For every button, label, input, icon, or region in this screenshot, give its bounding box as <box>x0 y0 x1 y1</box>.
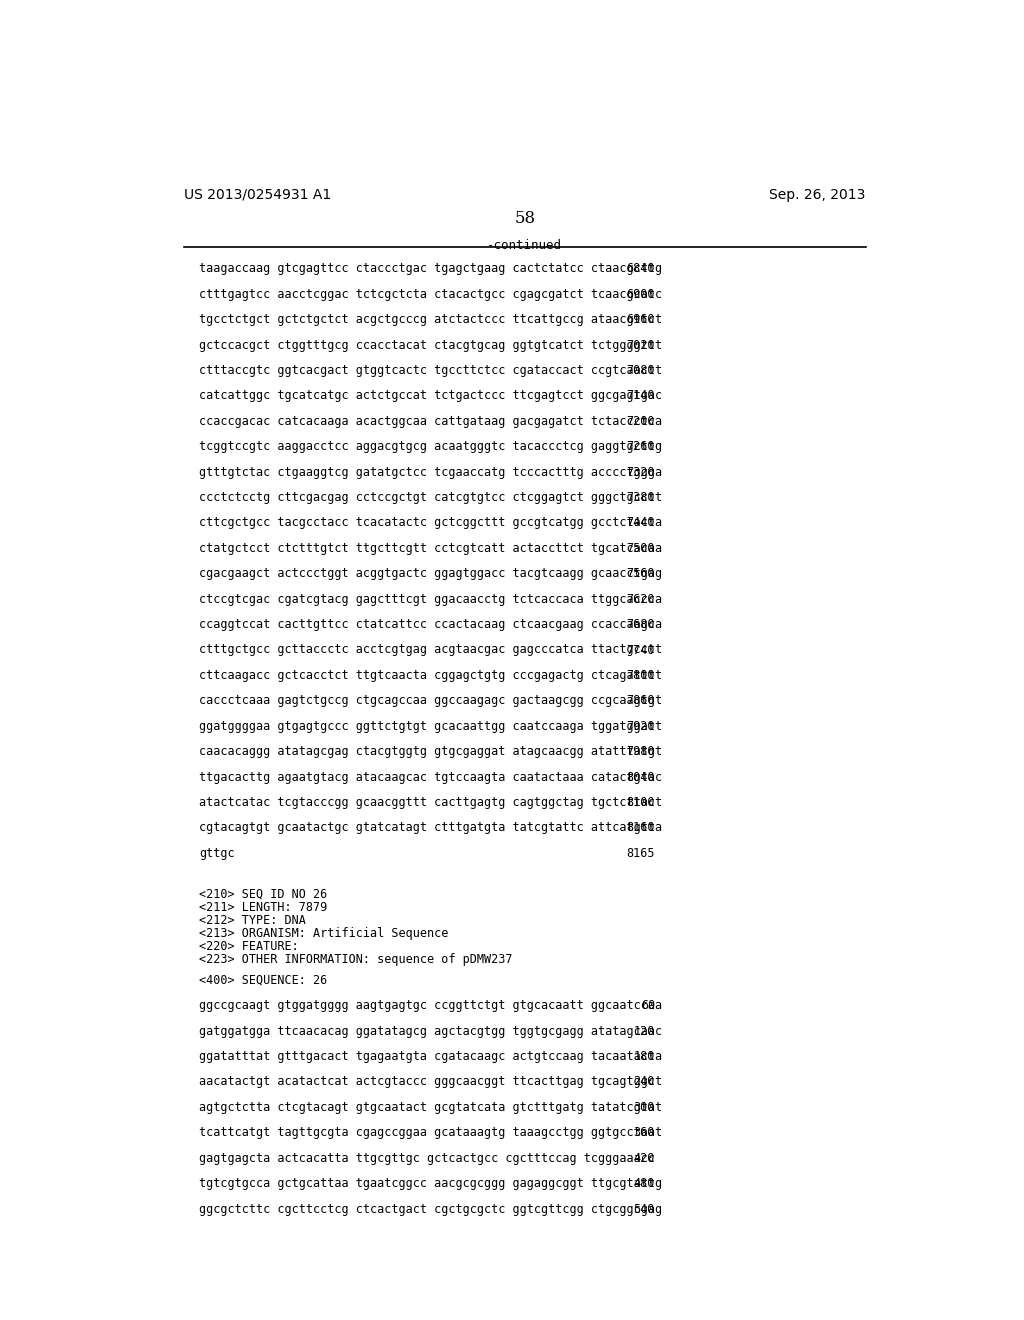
Text: 120: 120 <box>634 1024 655 1038</box>
Text: 7860: 7860 <box>627 694 655 708</box>
Text: ctccgtcgac cgatcgtacg gagctttcgt ggacaacctg tctcaccaca ttggcaccca: ctccgtcgac cgatcgtacg gagctttcgt ggacaac… <box>200 593 663 606</box>
Text: 7200: 7200 <box>627 414 655 428</box>
Text: 7440: 7440 <box>627 516 655 529</box>
Text: ccctctcctg cttcgacgag cctccgctgt catcgtgtcc ctcggagtct gggctgcctt: ccctctcctg cttcgacgag cctccgctgt catcgtg… <box>200 491 663 504</box>
Text: agtgctctta ctcgtacagt gtgcaatact gcgtatcata gtctttgatg tatatcgtat: agtgctctta ctcgtacagt gtgcaatact gcgtatc… <box>200 1101 663 1114</box>
Text: 7740: 7740 <box>627 644 655 656</box>
Text: <400> SEQUENCE: 26: <400> SEQUENCE: 26 <box>200 974 328 987</box>
Text: ctttgctgcc gcttaccctc acctcgtgag acgtaacgac gagcccatca ttactgcctt: ctttgctgcc gcttaccctc acctcgtgag acgtaac… <box>200 644 663 656</box>
Text: 7140: 7140 <box>627 389 655 403</box>
Text: <223> OTHER INFORMATION: sequence of pDMW237: <223> OTHER INFORMATION: sequence of pDM… <box>200 953 513 966</box>
Text: caacacaggg atatagcgag ctacgtggtg gtgcgaggat atagcaacgg atatttatgt: caacacaggg atatagcgag ctacgtggtg gtgcgag… <box>200 744 663 758</box>
Text: 7320: 7320 <box>627 466 655 479</box>
Text: ccaccgacac catcacaaga acactggcaa cattgataag gacgagatct tctaccctca: ccaccgacac catcacaaga acactggcaa cattgat… <box>200 414 663 428</box>
Text: 7560: 7560 <box>627 568 655 581</box>
Text: 7080: 7080 <box>627 364 655 378</box>
Text: -continued: -continued <box>487 239 562 252</box>
Text: 7920: 7920 <box>627 719 655 733</box>
Text: 8165: 8165 <box>627 847 655 859</box>
Text: 7500: 7500 <box>627 543 655 554</box>
Text: taagaccaag gtcgagttcc ctaccctgac tgagctgaag cactctatcc ctaacgcttg: taagaccaag gtcgagttcc ctaccctgac tgagctg… <box>200 263 663 276</box>
Text: 8040: 8040 <box>627 771 655 784</box>
Text: cgacgaagct actccctggt acggtgactc ggagtggacc tacgtcaagg gcaacctgag: cgacgaagct actccctggt acggtgactc ggagtgg… <box>200 568 663 581</box>
Text: 360: 360 <box>634 1126 655 1139</box>
Text: catcattggc tgcatcatgc actctgccat tctgactccc ttcgagtcct ggcgagtgac: catcattggc tgcatcatgc actctgccat tctgact… <box>200 389 663 403</box>
Text: 7260: 7260 <box>627 441 655 453</box>
Text: <212> TYPE: DNA: <212> TYPE: DNA <box>200 913 306 927</box>
Text: 7020: 7020 <box>627 339 655 351</box>
Text: 300: 300 <box>634 1101 655 1114</box>
Text: 8160: 8160 <box>627 821 655 834</box>
Text: ccaggtccat cacttgttcc ctatcattcc ccactacaag ctcaacgaag ccaccaagca: ccaggtccat cacttgttcc ctatcattcc ccactac… <box>200 618 663 631</box>
Text: Sep. 26, 2013: Sep. 26, 2013 <box>769 187 866 202</box>
Text: 540: 540 <box>634 1203 655 1216</box>
Text: ggccgcaagt gtggatgggg aagtgagtgc ccggttctgt gtgcacaatt ggcaatccaa: ggccgcaagt gtggatgggg aagtgagtgc ccggttc… <box>200 999 663 1012</box>
Text: gagtgagcta actcacatta ttgcgttgc gctcactgcc cgctttccag tcgggaaacc: gagtgagcta actcacatta ttgcgttgc gctcactg… <box>200 1151 655 1164</box>
Text: 7980: 7980 <box>627 744 655 758</box>
Text: 6960: 6960 <box>627 313 655 326</box>
Text: 7380: 7380 <box>627 491 655 504</box>
Text: ggatggggaa gtgagtgccc ggttctgtgt gcacaattgg caatccaaga tggatggatt: ggatggggaa gtgagtgccc ggttctgtgt gcacaat… <box>200 719 663 733</box>
Text: ggcgctcttc cgcttcctcg ctcactgact cgctgcgctc ggtcgttcgg ctgcggcgag: ggcgctcttc cgcttcctcg ctcactgact cgctgcg… <box>200 1203 663 1216</box>
Text: 7620: 7620 <box>627 593 655 606</box>
Text: 6900: 6900 <box>627 288 655 301</box>
Text: 480: 480 <box>634 1177 655 1191</box>
Text: 420: 420 <box>634 1151 655 1164</box>
Text: cttcgctgcc tacgcctacc tcacatactc gctcggcttt gccgtcatgg gcctctacta: cttcgctgcc tacgcctacc tcacatactc gctcggc… <box>200 516 663 529</box>
Text: ggatatttat gtttgacact tgagaatgta cgatacaagc actgtccaag tacaatacta: ggatatttat gtttgacact tgagaatgta cgataca… <box>200 1051 663 1063</box>
Text: 8100: 8100 <box>627 796 655 809</box>
Text: <211> LENGTH: 7879: <211> LENGTH: 7879 <box>200 900 328 913</box>
Text: cgtacagtgt gcaatactgc gtatcatagt ctttgatgta tatcgtattc attcatgtta: cgtacagtgt gcaatactgc gtatcatagt ctttgat… <box>200 821 663 834</box>
Text: tgcctctgct gctctgctct acgctgcccg atctactccc ttcattgccg ataacgttct: tgcctctgct gctctgctct acgctgcccg atctact… <box>200 313 663 326</box>
Text: 6840: 6840 <box>627 263 655 276</box>
Text: cttcaagacc gctcacctct ttgtcaacta cggagctgtg cccgagactg ctcagatttt: cttcaagacc gctcacctct ttgtcaacta cggagct… <box>200 669 663 682</box>
Text: ctttaccgtc ggtcacgact gtggtcactc tgccttctcc cgataccact ccgtcaactt: ctttaccgtc ggtcacgact gtggtcactc tgccttc… <box>200 364 663 378</box>
Text: 7680: 7680 <box>627 618 655 631</box>
Text: <220> FEATURE:: <220> FEATURE: <box>200 940 299 953</box>
Text: aacatactgt acatactcat actcgtaccc gggcaacggt ttcacttgag tgcagtggct: aacatactgt acatactcat actcgtaccc gggcaac… <box>200 1076 663 1089</box>
Text: caccctcaaa gagtctgccg ctgcagccaa ggccaagagc gactaagcgg ccgcaagtgt: caccctcaaa gagtctgccg ctgcagccaa ggccaag… <box>200 694 663 708</box>
Text: ctttgagtcc aacctcggac tctcgctcta ctacactgcc cgagcgatct tcaacgcatc: ctttgagtcc aacctcggac tctcgctcta ctacact… <box>200 288 663 301</box>
Text: tcggtccgtc aaggacctcc aggacgtgcg acaatgggtc tacaccctcg gaggtgcttg: tcggtccgtc aaggacctcc aggacgtgcg acaatgg… <box>200 441 663 453</box>
Text: 7800: 7800 <box>627 669 655 682</box>
Text: gatggatgga ttcaacacag ggatatagcg agctacgtgg tggtgcgagg atatagcaac: gatggatgga ttcaacacag ggatatagcg agctacg… <box>200 1024 663 1038</box>
Text: US 2013/0254931 A1: US 2013/0254931 A1 <box>183 187 331 202</box>
Text: tcattcatgt tagttgcgta cgagccggaa gcataaagtg taaagcctgg ggtgcctaat: tcattcatgt tagttgcgta cgagccggaa gcataaa… <box>200 1126 663 1139</box>
Text: tgtcgtgcca gctgcattaa tgaatcggcc aacgcgcggg gagaggcggt ttgcgtattg: tgtcgtgcca gctgcattaa tgaatcggcc aacgcgc… <box>200 1177 663 1191</box>
Text: ctatgctcct ctctttgtct ttgcttcgtt cctcgtcatt actaccttct tgcatcacaa: ctatgctcct ctctttgtct ttgcttcgtt cctcgtc… <box>200 543 663 554</box>
Text: gctccacgct ctggtttgcg ccacctacat ctacgtgcag ggtgtcatct tctggggttt: gctccacgct ctggtttgcg ccacctacat ctacgtg… <box>200 339 663 351</box>
Text: 240: 240 <box>634 1076 655 1089</box>
Text: ttgacacttg agaatgtacg atacaagcac tgtccaagta caatactaaa catactgtac: ttgacacttg agaatgtacg atacaagcac tgtccaa… <box>200 771 663 784</box>
Text: <213> ORGANISM: Artificial Sequence: <213> ORGANISM: Artificial Sequence <box>200 927 449 940</box>
Text: atactcatac tcgtacccgg gcaacggttt cacttgagtg cagtggctag tgctcttact: atactcatac tcgtacccgg gcaacggttt cacttga… <box>200 796 663 809</box>
Text: gttgc: gttgc <box>200 847 234 859</box>
Text: <210> SEQ ID NO 26: <210> SEQ ID NO 26 <box>200 887 328 900</box>
Text: 58: 58 <box>514 210 536 227</box>
Text: 180: 180 <box>634 1051 655 1063</box>
Text: 60: 60 <box>641 999 655 1012</box>
Text: gtttgtctac ctgaaggtcg gatatgctcc tcgaaccatg tcccactttg acccctggga: gtttgtctac ctgaaggtcg gatatgctcc tcgaacc… <box>200 466 663 479</box>
